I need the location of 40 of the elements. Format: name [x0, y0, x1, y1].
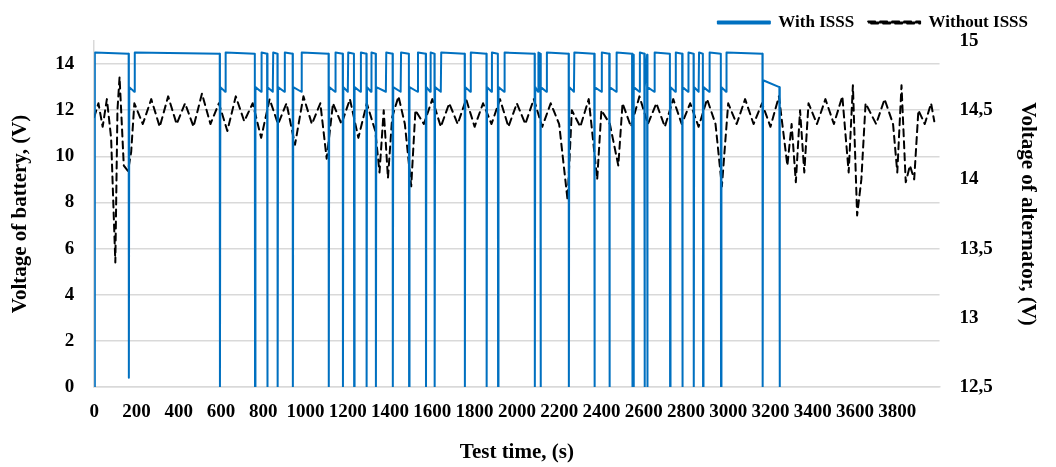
x-tick-label: 2400	[582, 400, 621, 422]
y-tick-label: 0	[64, 374, 75, 396]
y-tick-label: 14	[55, 51, 75, 73]
y2-axis-title: Voltage of alternator, (V)	[1016, 102, 1041, 326]
x-tick-label: 2200	[540, 400, 579, 422]
x-tick-label: 600	[206, 400, 236, 422]
x-tick-label: 1400	[371, 400, 410, 422]
y2-tick-label: 14	[959, 167, 980, 189]
y2-tick-label: 13	[959, 305, 979, 327]
x-tick-label: 2800	[666, 400, 705, 422]
y-tick-label: 12	[55, 98, 75, 120]
y-tick-label: 10	[55, 144, 75, 166]
y2-tick-label: 14,5	[959, 98, 993, 120]
x-tick-label: 1600	[413, 400, 452, 422]
x-tick-label: 400	[164, 400, 193, 422]
y-tick-label: 2	[64, 328, 75, 350]
x-tick-label: 3200	[751, 400, 790, 422]
x-tick-label: 3800	[878, 400, 917, 422]
y-tick-label: 8	[64, 190, 75, 212]
x-tick-label: 3400	[793, 400, 832, 422]
legend-label: With ISSS	[778, 11, 855, 31]
y-axis-title: Voltage of battery, (V)	[7, 114, 32, 314]
x-tick-label: 1000	[286, 400, 325, 422]
y2-tick-label: 13,5	[959, 236, 993, 258]
y2-tick-label: 15	[959, 28, 979, 50]
x-tick-label: 2600	[624, 400, 663, 422]
line-series	[94, 75, 936, 264]
x-tick-label: 200	[122, 400, 151, 422]
y2-tick-label: 12,5	[959, 374, 993, 396]
x-tick-label: 800	[249, 400, 278, 422]
x-tick-label: 1200	[328, 400, 367, 422]
y-tick-label: 4	[64, 282, 75, 304]
x-tick-label: 3600	[836, 400, 875, 422]
x-tick-label: 0	[89, 400, 99, 422]
x-tick-label: 2000	[497, 400, 536, 422]
x-axis-title: Test time, (s)	[459, 438, 574, 463]
x-tick-label: 1800	[455, 400, 494, 422]
y-tick-label: 6	[64, 236, 75, 258]
legend-label: Without ISSS	[928, 11, 1029, 31]
x-tick-label: 3000	[709, 400, 748, 422]
